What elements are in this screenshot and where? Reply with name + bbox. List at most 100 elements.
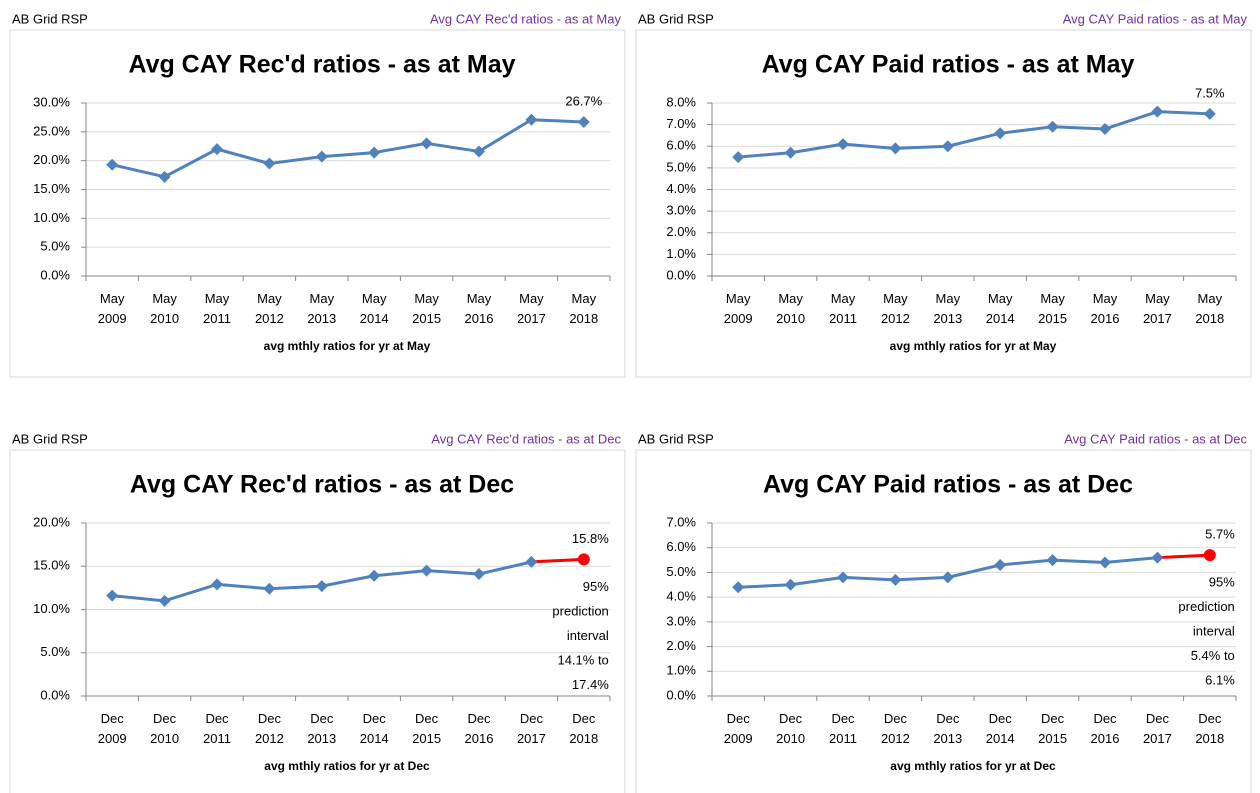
y-tick-label: 0.0% [666,687,696,702]
x-tick-label: May 2010 [150,291,179,326]
x-tick-label-line: May [310,291,335,306]
header-right: Avg CAY Paid ratios - as at Dec [1064,431,1247,446]
x-tick-label-line: 2015 [412,731,441,746]
x-tick-label: May 2016 [465,291,494,326]
marker [211,578,223,591]
chart-title: Avg CAY Paid ratios - as at May [762,51,1135,79]
header-left: AB Grid RSP [12,11,88,26]
marker [211,143,223,156]
x-tick-label-line: 2016 [465,731,494,746]
x-tick-label: May 2013 [933,291,962,326]
x-tick-label: Dec 2015 [1038,711,1067,746]
x-tick-label-line: 2016 [465,311,494,326]
x-tick-label-line: 2012 [255,311,284,326]
panel-frame [9,29,626,378]
annotation: prediction [552,603,608,618]
x-tick-label: Dec 2015 [412,711,441,746]
x-tick-label-line: May [1040,291,1065,306]
x-tick-label-line: May [414,291,439,306]
x-tick-label: Dec 2014 [986,711,1015,746]
x-tick-label: May 2011 [203,291,231,326]
marker [1151,105,1164,118]
chart-panel: AB Grid RSP Avg CAY Rec'd ratios - as at … [9,431,626,793]
header-left: AB Grid RSP [12,431,88,446]
x-tick-label: May 2014 [986,291,1015,326]
x-tick-label-line: 2017 [1143,311,1172,326]
x-tick-label: May 2010 [776,291,805,326]
y-tick-label: 7.0% [666,514,696,529]
data-line [111,118,584,179]
annotation: 14.1% to [557,652,608,667]
y-tick-label: 0.0% [40,267,70,282]
x-tick-label: Dec 2016 [1091,711,1120,746]
x-tick-label-line: May [883,291,908,306]
annotation: 95% [583,579,609,594]
x-axis-label: avg mthly ratios for yr at May [890,339,1057,353]
y-tick-label: 25.0% [33,123,70,138]
x-tick-label-line: 2013 [307,731,336,746]
x-tick-label-line: 2009 [724,311,753,326]
y-tick-label: 5.0% [40,239,70,254]
x-tick-label-line: Dec [258,711,282,726]
panel-frame [635,29,1252,378]
x-tick-label-line: 2011 [829,731,857,746]
x-tick-label-line: 2014 [360,731,389,746]
y-tick-label: 0.0% [666,267,696,282]
chart-panel: AB Grid RSP Avg CAY Paid ratios - as at M… [635,11,1252,378]
y-tick-label: 15.0% [33,558,70,573]
x-tick-label-line: Dec [779,711,803,726]
annotation: interval [567,628,609,643]
x-tick-label-line: 2014 [986,311,1015,326]
x-tick-label-line: 2010 [776,311,805,326]
y-tick-label: 5.0% [666,564,696,579]
y-tick-label: 5.0% [666,159,696,174]
marker [473,145,485,158]
x-tick-label-line: 2011 [829,311,857,326]
header-right: Avg CAY Rec'd ratios - as at May [430,11,622,26]
marker [420,137,433,150]
x-tick-label-line: 2013 [933,731,962,746]
x-tick-label-line: May [362,291,387,306]
x-tick-label-line: 2018 [569,311,598,326]
x-axis-label: avg mthly ratios for yr at Dec [890,759,1056,773]
x-tick-label-line: May [519,291,544,306]
marker [732,581,745,594]
x-tick-label: May 2015 [1038,291,1067,326]
x-tick-label-line: Dec [1198,711,1222,726]
y-tick-label: 30.0% [33,94,70,109]
x-axis-label: avg mthly ratios for yr at May [264,339,431,353]
x-axis-label: avg mthly ratios for yr at Dec [264,759,430,773]
y-tick-label: 10.0% [33,601,70,616]
y-tick-label: 1.0% [666,663,696,678]
marker [525,555,538,568]
x-tick-label: May 2018 [569,291,598,326]
x-tick-label-line: May [572,291,597,306]
x-tick-label-line: 2011 [203,731,231,746]
x-tick-label: May 2018 [1195,291,1224,326]
x-tick-label: Dec 2012 [255,711,284,746]
data-label: 26.7% [565,93,602,108]
x-tick-label: May 2012 [255,291,284,326]
marker [994,127,1007,140]
x-tick-label-line: May [1093,291,1118,306]
x-tick-label: Dec 2017 [1143,711,1172,746]
x-tick-label: Dec 2013 [307,711,336,746]
x-tick-label: May 2011 [829,291,857,326]
y-tick-label: 4.0% [666,589,696,604]
marker [1099,122,1111,135]
annotation: 17.4% [572,677,609,692]
annotation: prediction [1178,599,1234,614]
x-tick-label-line: Dec [989,711,1013,726]
x-tick-label-line: 2016 [1091,311,1120,326]
x-tick-label-line: Dec [101,711,125,726]
x-tick-label-line: 2015 [412,311,441,326]
x-tick-label-line: Dec [884,711,908,726]
marker [420,564,433,577]
x-tick-label-line: 2012 [881,311,910,326]
x-tick-label: Dec 2012 [881,711,910,746]
marker [941,571,954,584]
marker [837,138,849,151]
y-tick-label: 4.0% [666,181,696,196]
x-tick-label-line: May [988,291,1013,306]
